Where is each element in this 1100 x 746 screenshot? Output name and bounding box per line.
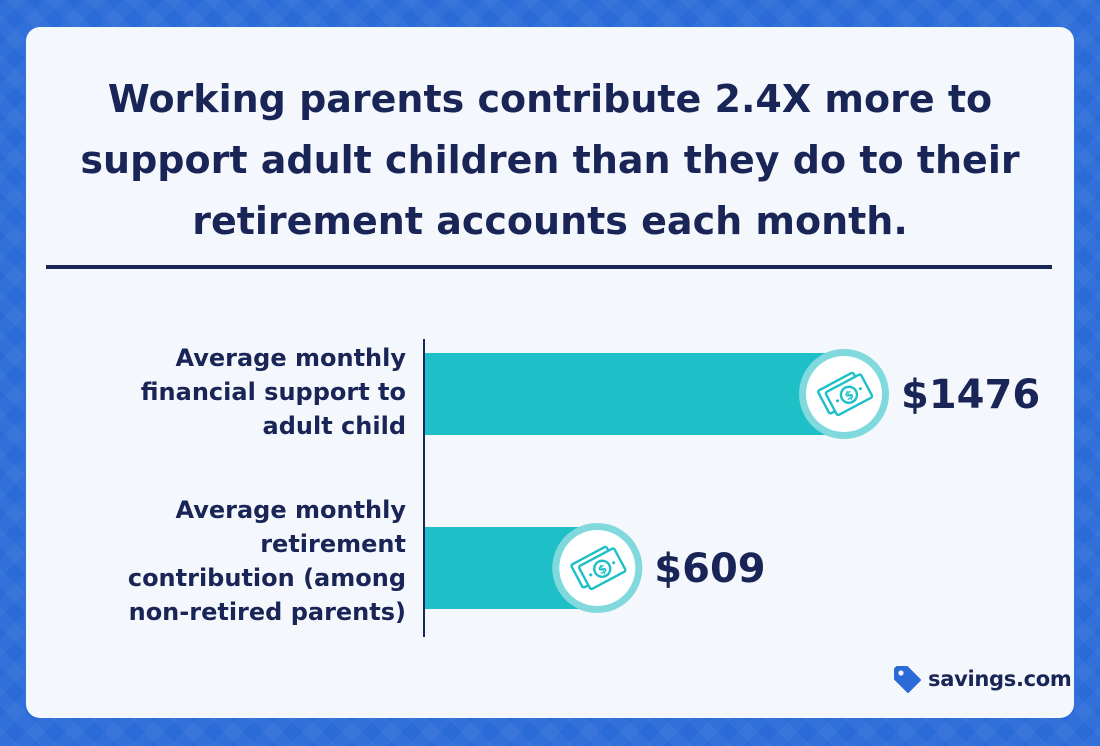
tag-icon [894, 666, 921, 693]
value-label: $609 [654, 546, 765, 592]
infographic-card: Working parents contribute 2.4X more to … [26, 27, 1074, 718]
savings-logo: savings.com [892, 662, 1072, 696]
category-label-support: Average monthly financial support to adu… [140, 344, 406, 440]
brand-name: savings.com [928, 667, 1072, 691]
bar-group: $ $1476 [425, 349, 1040, 439]
bar-chart: $ $1476 $ $609 [423, 339, 1040, 637]
bar [425, 353, 845, 435]
category-label-retirement: Average monthly retirement contribution … [127, 496, 406, 626]
title-divider [46, 265, 1052, 269]
money-icon: $ [570, 545, 627, 591]
bar-group: $ $609 [425, 523, 766, 613]
chart-title: Working parents contribute 2.4X more to … [80, 77, 1020, 243]
money-icon: $ [817, 371, 874, 417]
value-label: $1476 [901, 372, 1040, 418]
